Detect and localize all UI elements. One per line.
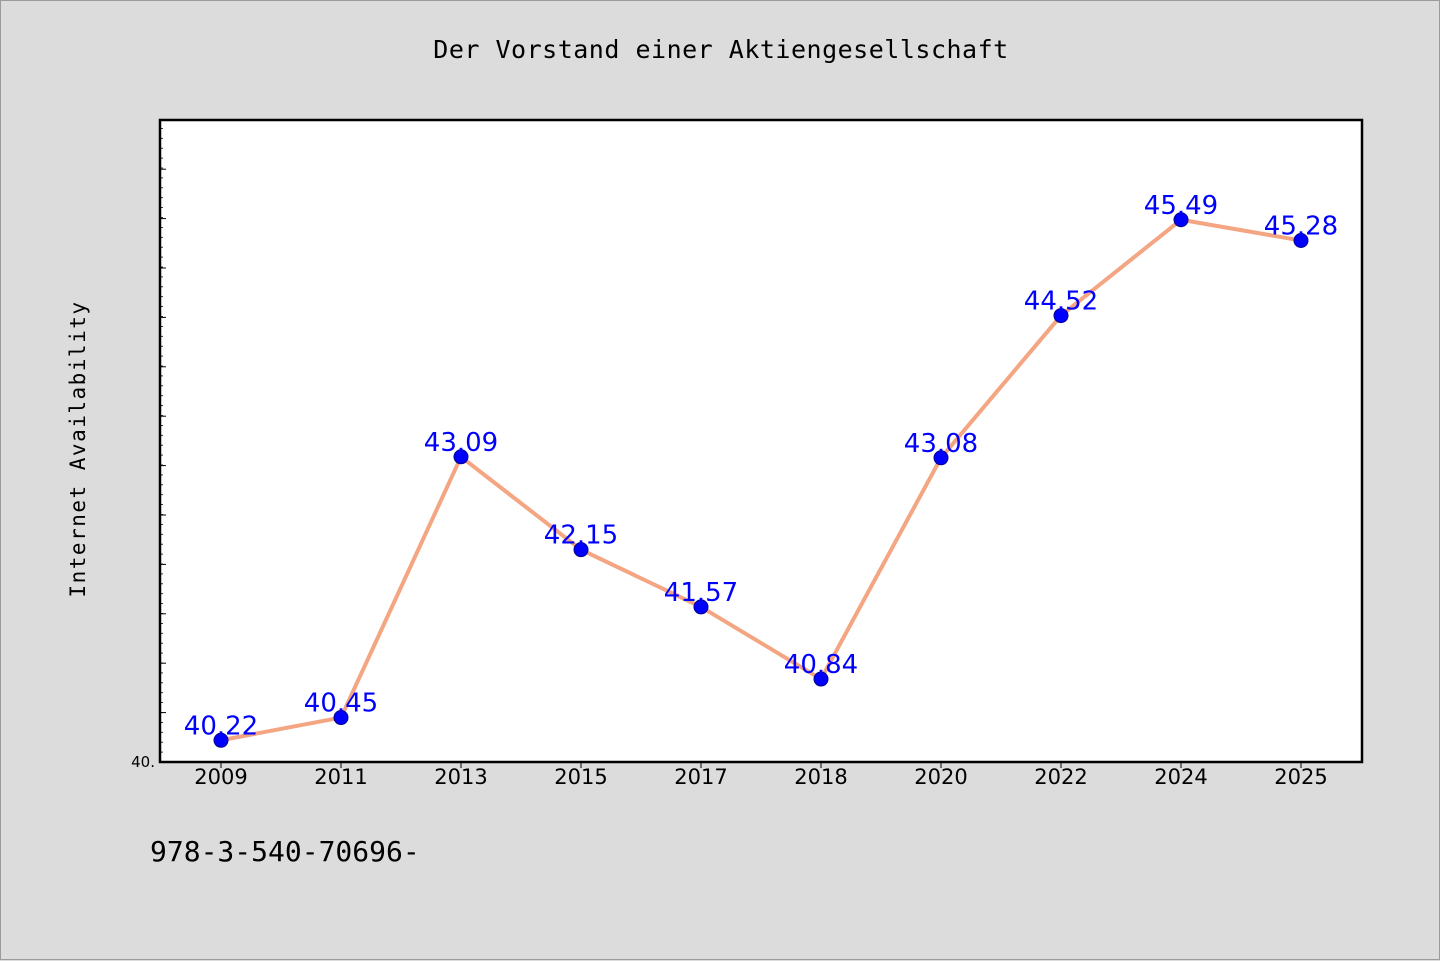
data-label: 42.15 — [544, 521, 618, 551]
series-line — [220, 217, 1302, 743]
footer-code: 978-3-540-70696- — [150, 835, 420, 868]
data-point — [813, 671, 829, 687]
data-point — [573, 542, 589, 558]
x-tick-label: 2015 — [554, 765, 607, 789]
data-label: 43.09 — [424, 428, 498, 458]
x-tick-label: 2011 — [314, 765, 367, 789]
x-tick-label: 2013 — [434, 765, 487, 789]
data-label: 41.57 — [664, 578, 738, 608]
plot-background — [160, 120, 1362, 762]
x-tick-label: 2022 — [1034, 765, 1087, 789]
data-label: 45.28 — [1264, 211, 1338, 241]
data-label: 44.52 — [1024, 287, 1098, 317]
plot-frame — [158, 118, 1364, 764]
data-label: 43.08 — [904, 429, 978, 459]
y-tick-label: 40. — [131, 753, 155, 771]
data-point — [213, 732, 229, 748]
data-point — [333, 710, 349, 726]
data-point — [933, 450, 949, 466]
chart-title: Der Vorstand einer Aktiengesellschaft — [433, 35, 1009, 64]
x-tick-label: 2017 — [674, 765, 727, 789]
data-label: 40.22 — [184, 711, 258, 741]
data-point — [453, 449, 469, 465]
x-tick-label: 2009 — [194, 765, 247, 789]
x-tick-label: 2024 — [1154, 765, 1207, 789]
data-point — [1173, 212, 1189, 228]
x-tick-label: 2020 — [914, 765, 967, 789]
data-point — [693, 599, 709, 615]
x-tick-label: 2018 — [794, 765, 847, 789]
x-tick-label: 2025 — [1274, 765, 1327, 789]
data-label: 40.84 — [784, 650, 858, 680]
data-label: 40.45 — [304, 689, 378, 719]
data-point — [1053, 308, 1069, 324]
data-point — [1293, 232, 1309, 248]
data-label: 45.49 — [1144, 191, 1218, 221]
